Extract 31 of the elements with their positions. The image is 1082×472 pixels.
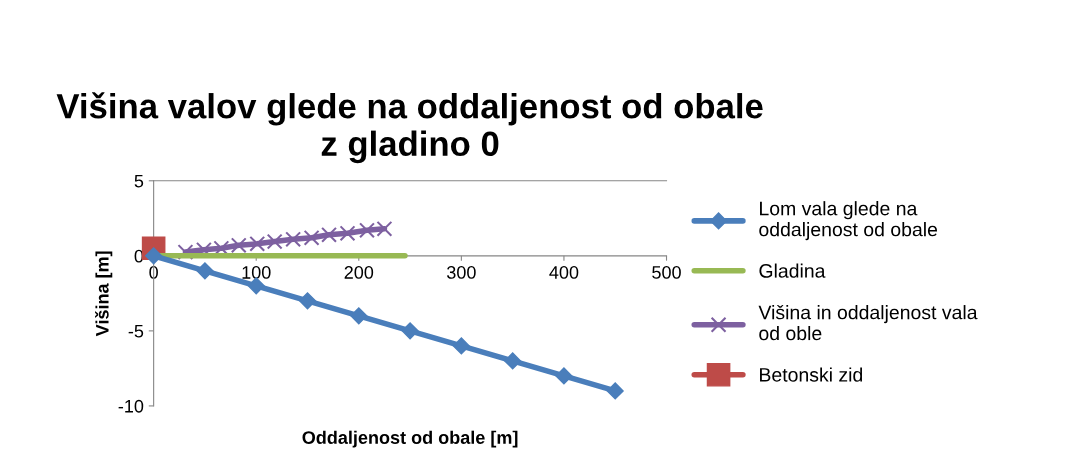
x-tick-label: 500 <box>652 266 681 279</box>
x-tick-label: 300 <box>446 266 476 279</box>
chart-title: Višina valov glede na oddaljenost od obale z gladino 0 <box>56 92 763 164</box>
point <box>321 226 338 243</box>
y-tick-label: 5 <box>134 174 144 188</box>
point <box>452 337 470 355</box>
point <box>504 352 522 370</box>
point <box>606 382 624 400</box>
x-axis-title: Oddaljenost od obale [m] <box>302 430 518 448</box>
point <box>350 307 368 325</box>
x-tick-label: 100 <box>242 266 271 279</box>
legend-label: Betonski zid <box>760 367 863 382</box>
y-tick-label: -5 <box>128 324 144 338</box>
legend-label: Lom vala glede na oddaljenost od obale <box>759 201 938 241</box>
point <box>266 233 283 250</box>
point <box>230 237 247 254</box>
point <box>555 367 573 385</box>
point <box>249 235 266 252</box>
point <box>298 292 317 310</box>
point <box>303 229 320 246</box>
legend-label: Gladina <box>759 263 826 278</box>
x-tick-label: 200 <box>344 266 374 279</box>
y-axis-title: Višina [m] <box>95 251 113 337</box>
x-tick-label: 0 <box>149 266 158 279</box>
point <box>339 225 356 242</box>
point <box>401 322 419 340</box>
point <box>285 231 302 248</box>
y-tick-label: -10 <box>118 399 144 413</box>
legend-label: Višina in oddaljenost vala od oble <box>758 304 978 341</box>
x-tick-label: 400 <box>549 266 579 279</box>
point <box>196 262 214 280</box>
